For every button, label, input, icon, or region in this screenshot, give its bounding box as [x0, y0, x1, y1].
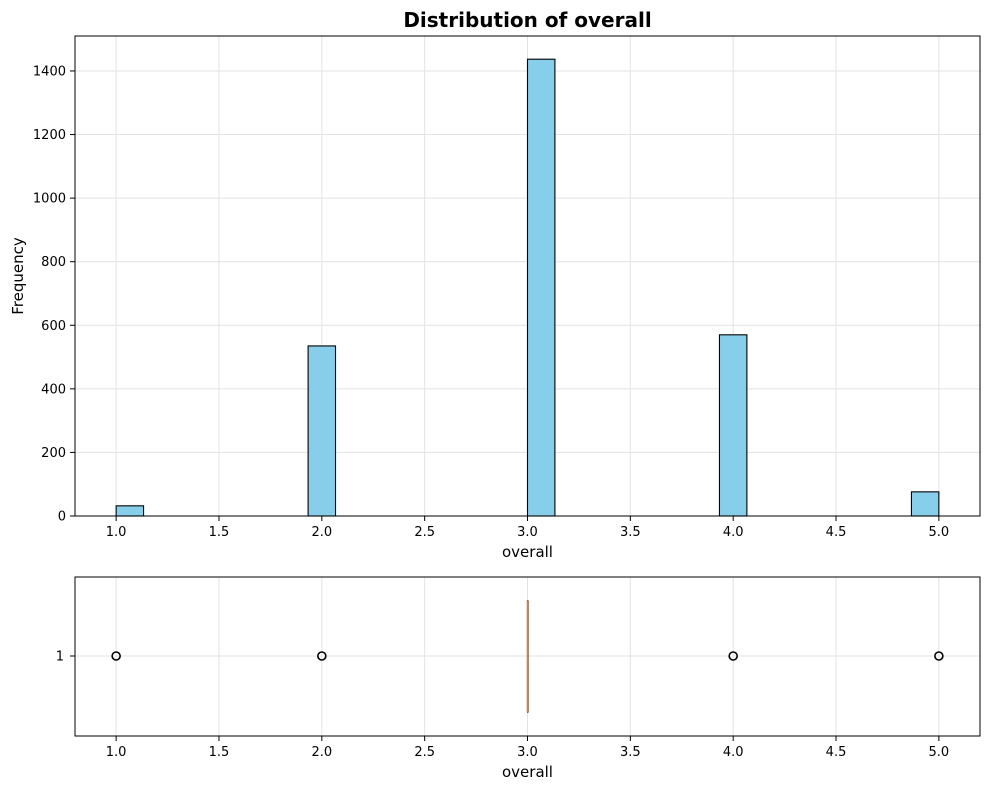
histogram-bar — [910, 491, 940, 517]
boxplot-x-tick-label: 3.0 — [517, 745, 538, 760]
chart-title: Distribution of overall — [403, 8, 651, 32]
histogram-x-ticks: 1.0 1.5 2.0 2.5 3.0 3.5 4.0 4.5 5.0 — [106, 516, 949, 540]
histogram-bar — [115, 505, 145, 517]
boxplot-marks — [111, 600, 944, 713]
boxplot-x-tick-label: 1.5 — [209, 745, 230, 760]
boxplot-outlier-point — [111, 651, 121, 661]
histogram-y-axis-label: Frequency — [9, 237, 27, 315]
histogram-y-tick-label: 1000 — [33, 192, 66, 207]
histogram-y-tick-label: 1200 — [33, 128, 66, 143]
boxplot-outlier-point — [317, 651, 327, 661]
boxplot-outlier-point — [728, 651, 738, 661]
histogram-bar — [718, 334, 748, 517]
boxplot-x-ticks: 1.0 1.5 2.0 2.5 3.0 3.5 4.0 4.5 5.0 — [106, 736, 949, 760]
histogram-x-tick-label: 1.0 — [106, 525, 127, 540]
boxplot-x-tick-label: 5.0 — [929, 745, 950, 760]
histogram-x-tick-label: 3.0 — [517, 525, 538, 540]
histogram-y-ticks: 0 200 400 600 800 1000 1200 1400 — [33, 64, 75, 525]
boxplot-x-tick-label: 2.5 — [414, 745, 435, 760]
histogram-y-tick-label: 400 — [41, 382, 66, 397]
histogram-y-tick-label: 1400 — [33, 64, 66, 79]
boxplot-outlier-point — [934, 651, 944, 661]
histogram-x-tick-label: 1.5 — [209, 525, 230, 540]
boxplot-x-tick-label: 2.0 — [311, 745, 332, 760]
boxplot-x-tick-label: 4.5 — [826, 745, 847, 760]
boxplot-x-tick-label: 4.0 — [723, 745, 744, 760]
histogram-bar — [307, 345, 337, 517]
histogram-x-tick-label: 4.5 — [826, 525, 847, 540]
histogram-y-tick-label: 600 — [41, 319, 66, 334]
boxplot-y-ticks: 1 — [56, 650, 75, 665]
boxplot-x-tick-label: 1.0 — [106, 745, 127, 760]
histogram-x-tick-label: 3.5 — [620, 525, 641, 540]
boxplot-x-axis-label: overall — [502, 763, 553, 781]
histogram-x-tick-label: 2.0 — [311, 525, 332, 540]
boxplot-y-tick-label: 1 — [56, 650, 64, 665]
histogram-panel: 1.0 1.5 2.0 2.5 3.0 3.5 4.0 4.5 5.0 0 200 400 600 80… — [9, 8, 981, 561]
histogram-y-tick-label: 800 — [41, 255, 66, 270]
histogram-x-axis-label: overall — [502, 543, 553, 561]
histogram-bar — [526, 58, 556, 517]
histogram-bars — [115, 58, 940, 517]
histogram-y-tick-label: 0 — [58, 510, 66, 525]
histogram-x-tick-label: 5.0 — [929, 525, 950, 540]
boxplot-x-tick-label: 3.5 — [620, 745, 641, 760]
histogram-y-tick-label: 200 — [41, 446, 66, 461]
boxplot-panel: 1.0 1.5 2.0 2.5 3.0 3.5 4.0 4.5 5.0 1 overall — [56, 576, 981, 781]
histogram-x-tick-label: 2.5 — [414, 525, 435, 540]
histogram-x-tick-label: 4.0 — [723, 525, 744, 540]
